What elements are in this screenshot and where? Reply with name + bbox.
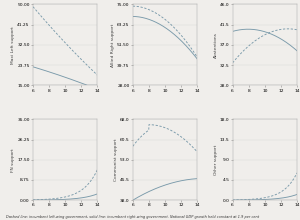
Y-axis label: Other support: Other support (214, 145, 218, 175)
Y-axis label: Abstentions: Abstentions (214, 32, 218, 58)
Y-axis label: FN support: FN support (11, 148, 15, 172)
Y-axis label: Maxi Left support: Maxi Left support (11, 26, 15, 64)
Y-axis label: Communist support: Communist support (114, 138, 118, 181)
Text: Dashed line: incumbent left-wing government, solid line: incumbent right-wing go: Dashed line: incumbent left-wing governm… (6, 215, 259, 219)
Y-axis label: Allied Right support: Allied Right support (111, 23, 115, 66)
